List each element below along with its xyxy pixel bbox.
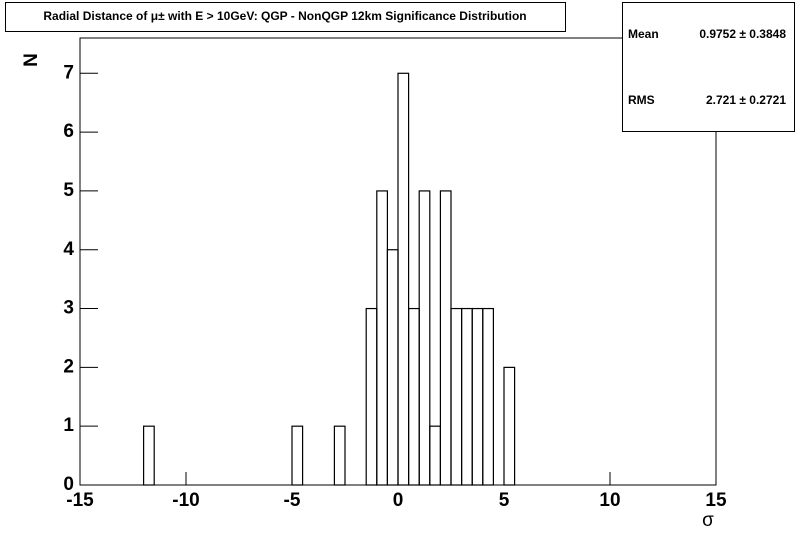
y-axis-label: N (21, 53, 42, 67)
y-tick-label: 3 (63, 298, 74, 319)
y-tick-label: 6 (63, 121, 74, 142)
x-axis-label: σ (702, 510, 714, 531)
bar (143, 425, 155, 486)
bar (482, 307, 494, 486)
x-tick-label: -5 (284, 490, 301, 511)
chart-title: Radial Distance of μ± with E > 10GeV: QG… (43, 9, 526, 23)
stats-value: 2.721 ± 0.2721 (706, 93, 786, 107)
stats-label: RMS (628, 93, 655, 107)
y-tick-label: 0 (63, 474, 74, 495)
x-tick-label: 10 (599, 490, 620, 511)
y-tick-label: 5 (63, 180, 74, 201)
title-box (5, 2, 566, 32)
bar (291, 425, 304, 486)
y-tick-label: 7 (63, 62, 74, 83)
y-tick-label: 1 (63, 415, 74, 436)
x-tick-label: -15 (66, 490, 94, 511)
x-tick-label: -10 (172, 490, 199, 511)
y-tick-label: 4 (63, 239, 74, 260)
bar (503, 366, 516, 486)
stats-label: Mean (628, 27, 659, 41)
bar (397, 72, 410, 486)
stats-box (622, 2, 795, 132)
y-tick-label: 2 (63, 356, 74, 377)
stats-value: 0.9752 ± 0.3848 (699, 27, 786, 41)
x-tick-label: 5 (499, 490, 510, 511)
bar (418, 190, 431, 486)
x-tick-label: 0 (393, 490, 404, 511)
bar (333, 425, 346, 486)
x-tick-label: 15 (705, 490, 727, 511)
